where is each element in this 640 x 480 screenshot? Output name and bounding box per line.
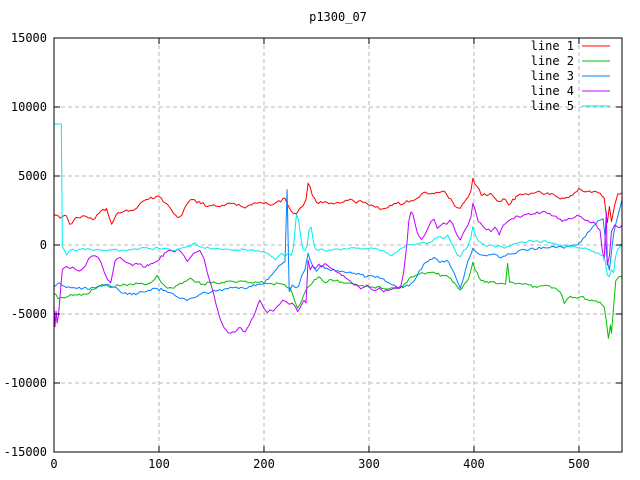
legend-label: line 4 [531, 84, 574, 98]
series-line-2 [54, 261, 622, 339]
legend-label: line 3 [531, 69, 574, 83]
legend-label: line 1 [531, 39, 574, 53]
axis-tick-labels: 0 100 200 300 400 500 -15000 -10000 -5000 0 5000 10… [4, 31, 590, 471]
grid-lines [54, 38, 622, 452]
axes [53, 37, 623, 453]
x-tick-label: 300 [358, 457, 380, 471]
x-tick-label: 0 [50, 457, 57, 471]
x-tick-label: 500 [568, 457, 590, 471]
y-tick-label: -10000 [4, 376, 47, 390]
data-series [54, 123, 622, 339]
y-tick-label: 15000 [11, 31, 47, 45]
y-tick-label: 0 [40, 238, 47, 252]
y-tick-label: 5000 [18, 169, 47, 183]
legend-item-line-2: line 2 [531, 54, 610, 68]
legend-item-line-3: line 3 [531, 69, 610, 83]
y-tick-label: -5000 [11, 307, 47, 321]
series-line-3 [54, 189, 622, 301]
legend-item-line-1: line 1 [531, 39, 610, 53]
series-line-4 [54, 202, 622, 334]
legend-item-line-4: line 4 [531, 84, 610, 98]
legend-item-line-5: line 5 [531, 99, 610, 113]
x-tick-label: 100 [148, 457, 170, 471]
x-tick-label: 200 [253, 457, 275, 471]
x-tick-label: 400 [463, 457, 485, 471]
series-line-1 [54, 177, 622, 225]
legend-label: line 2 [531, 54, 574, 68]
legend-label: line 5 [531, 99, 574, 113]
y-tick-label: 10000 [11, 100, 47, 114]
chart-title: p1300_07 [309, 10, 367, 24]
y-tick-label: -15000 [4, 445, 47, 459]
series-line-5 [54, 123, 622, 278]
